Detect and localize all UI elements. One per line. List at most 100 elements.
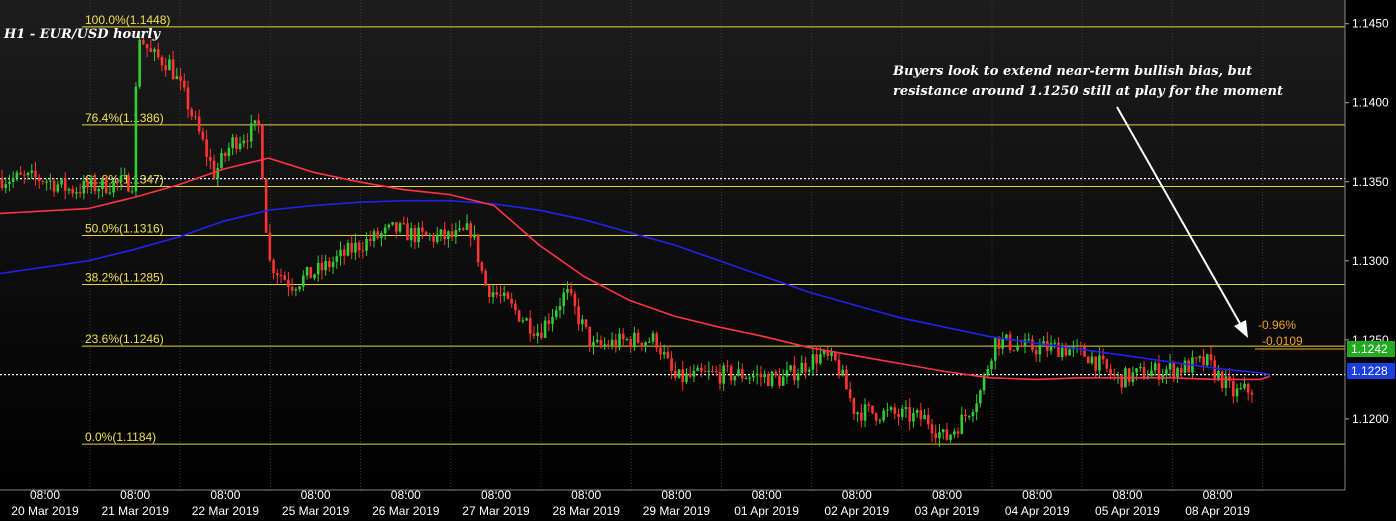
candle-body bbox=[89, 178, 93, 188]
annotation-line-2: resistance around 1.1250 still at play f… bbox=[893, 84, 1283, 99]
candle-body bbox=[934, 433, 938, 439]
candle-body bbox=[566, 288, 569, 293]
candle-body bbox=[261, 125, 264, 179]
candle-body bbox=[428, 234, 432, 236]
candle-body bbox=[97, 189, 101, 192]
candle-body bbox=[1176, 367, 1179, 378]
candle-body bbox=[71, 188, 74, 194]
candle-body bbox=[37, 177, 41, 182]
candle-body bbox=[186, 87, 190, 110]
candle-body bbox=[666, 352, 670, 359]
candle-body bbox=[469, 223, 473, 238]
candle-body bbox=[357, 242, 361, 251]
candle-body bbox=[1086, 356, 1090, 364]
candle-body bbox=[558, 306, 562, 311]
candle-body bbox=[860, 412, 863, 421]
candle-body bbox=[1031, 339, 1034, 350]
candle-body bbox=[733, 375, 737, 381]
candle-body bbox=[395, 222, 398, 232]
candle-body bbox=[465, 223, 469, 230]
candle-body bbox=[1202, 356, 1205, 366]
candle-body bbox=[915, 410, 919, 414]
candle-body bbox=[235, 137, 238, 149]
candle-body bbox=[421, 227, 424, 232]
candle-body bbox=[506, 292, 510, 299]
candle-body bbox=[406, 223, 409, 241]
candle-body bbox=[752, 375, 755, 378]
candle-body bbox=[1012, 350, 1016, 352]
candle-body bbox=[1112, 374, 1116, 376]
y-tick-label: 1.1200 bbox=[1352, 412, 1389, 426]
candle-body bbox=[811, 354, 815, 370]
candle-body bbox=[830, 352, 833, 356]
y-tick-label: 1.1300 bbox=[1352, 254, 1389, 268]
candle-body bbox=[179, 76, 182, 81]
fib-level-label: 100.0%(1.1448) bbox=[85, 13, 170, 27]
absolute-change-label: -0.0109 bbox=[1262, 334, 1303, 348]
x-time-label: 08:00 bbox=[1112, 488, 1142, 502]
x-date-label: 21 Mar 2019 bbox=[102, 504, 170, 518]
annotation-line-1: Buyers look to extend near-term bullish … bbox=[893, 64, 1253, 79]
candle-body bbox=[945, 429, 949, 440]
candle-body bbox=[845, 369, 848, 390]
candle-body bbox=[116, 181, 119, 183]
candle-body bbox=[324, 261, 327, 271]
candle-body bbox=[900, 408, 904, 417]
candle-body bbox=[514, 303, 517, 311]
candle-body bbox=[439, 229, 443, 235]
candle-body bbox=[1172, 363, 1176, 378]
ma-fast-line bbox=[0, 157, 1270, 381]
candle-body bbox=[409, 228, 413, 241]
candle-body bbox=[108, 192, 112, 194]
candle-body bbox=[554, 310, 558, 318]
candle-body bbox=[473, 234, 476, 238]
candle-body bbox=[967, 416, 971, 418]
candle-body bbox=[755, 373, 759, 376]
candle-body bbox=[30, 170, 34, 173]
candle-body bbox=[499, 294, 502, 296]
candle-body bbox=[331, 261, 335, 268]
candle-body bbox=[1090, 356, 1094, 364]
candle-body bbox=[562, 292, 566, 307]
candle-body bbox=[253, 120, 257, 124]
candle-body bbox=[450, 231, 454, 238]
x-date-label: 03 Apr 2019 bbox=[915, 504, 980, 518]
candle-body bbox=[454, 230, 458, 238]
candle-body bbox=[1213, 360, 1217, 379]
candle-body bbox=[767, 374, 770, 386]
candle-body bbox=[1153, 363, 1157, 371]
candle-body bbox=[640, 342, 644, 347]
candle-body bbox=[990, 360, 993, 369]
x-date-label: 08 Apr 2019 bbox=[1185, 504, 1250, 518]
candle-body bbox=[1139, 367, 1142, 369]
last-price-badge bbox=[1347, 341, 1395, 357]
candle-body bbox=[770, 371, 774, 386]
x-date-label: 20 Mar 2019 bbox=[11, 504, 79, 518]
candle-body bbox=[707, 370, 711, 372]
candle-body bbox=[1224, 376, 1228, 389]
candle-body bbox=[26, 172, 30, 176]
candle-body bbox=[328, 261, 331, 268]
candle-body bbox=[376, 231, 380, 238]
candle-body bbox=[543, 320, 547, 338]
candle-body bbox=[1217, 371, 1220, 379]
candle-body bbox=[387, 224, 391, 228]
candle-body bbox=[1157, 363, 1161, 380]
candle-body bbox=[75, 192, 78, 194]
candle-body bbox=[685, 373, 688, 382]
candle-body bbox=[104, 178, 108, 193]
annotation-arrow-head bbox=[1234, 320, 1248, 338]
candle-body bbox=[603, 344, 606, 346]
candle-body bbox=[309, 267, 313, 279]
candle-body bbox=[205, 139, 208, 157]
candle-body bbox=[346, 243, 350, 256]
candle-body bbox=[268, 232, 272, 261]
candle-body bbox=[458, 228, 461, 231]
candle-body bbox=[1001, 338, 1004, 349]
candle-body bbox=[670, 358, 673, 371]
candle-body bbox=[380, 233, 383, 238]
candle-body bbox=[127, 175, 130, 192]
candle-body bbox=[681, 369, 685, 382]
candle-body bbox=[1250, 392, 1254, 395]
candle-body bbox=[863, 404, 867, 421]
